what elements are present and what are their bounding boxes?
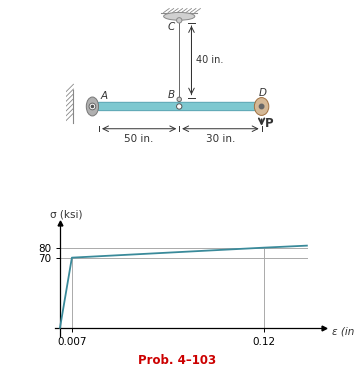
Text: P: P	[265, 116, 274, 130]
Text: 40 in.: 40 in.	[196, 55, 223, 65]
Ellipse shape	[255, 98, 269, 115]
Text: C: C	[167, 22, 174, 32]
Circle shape	[177, 104, 182, 109]
Circle shape	[91, 105, 93, 108]
Ellipse shape	[164, 12, 195, 20]
Text: D: D	[258, 88, 266, 98]
Ellipse shape	[86, 97, 98, 116]
Text: A: A	[100, 91, 107, 101]
Text: 50 in.: 50 in.	[125, 134, 154, 144]
Circle shape	[89, 103, 96, 110]
Circle shape	[177, 18, 182, 23]
Circle shape	[177, 97, 182, 102]
Text: 30 in.: 30 in.	[206, 134, 235, 144]
Circle shape	[259, 104, 264, 109]
FancyBboxPatch shape	[98, 102, 262, 111]
Text: Prob. 4–103: Prob. 4–103	[138, 354, 216, 367]
Text: σ (ksi): σ (ksi)	[50, 210, 82, 220]
Text: B: B	[168, 91, 175, 101]
Text: ε (in./in.): ε (in./in.)	[332, 327, 354, 337]
